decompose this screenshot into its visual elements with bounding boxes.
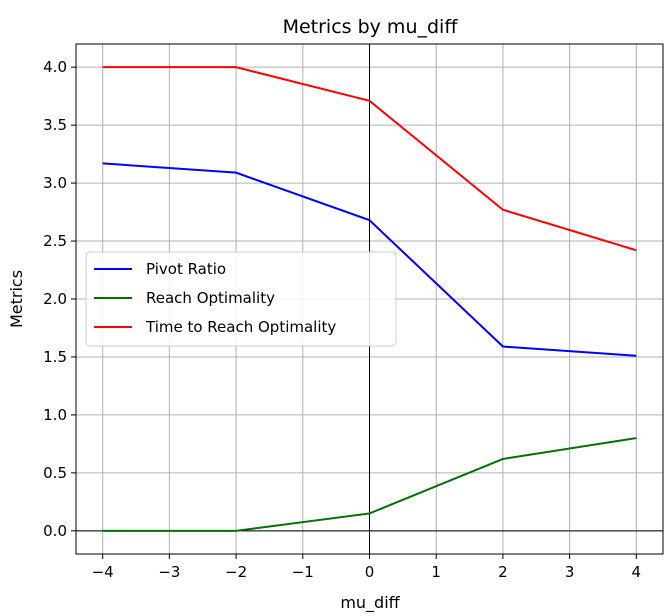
y-tick-label: 4.0 [43, 58, 67, 76]
x-tick-label: 0 [365, 563, 375, 581]
legend-box [85, 251, 397, 347]
series-line-2 [102, 437, 637, 532]
x-axis-label: mu_diff [340, 593, 400, 613]
y-tick-label: 1.5 [43, 348, 67, 366]
x-tick-label: −3 [158, 563, 180, 581]
y-tick-label: 2.5 [43, 232, 67, 250]
y-tick-label: 1.0 [43, 406, 67, 424]
y-axis-label: Metrics [7, 270, 26, 328]
y-tick-label: 0.0 [43, 522, 67, 540]
x-tick-label: 4 [632, 563, 642, 581]
y-tick-label: 3.0 [43, 174, 67, 192]
legend: Pivot Ratio Reach Optimality Time to Reach… [85, 251, 397, 347]
x-tick-label: 2 [498, 563, 508, 581]
chart-title: Metrics by mu_diff [283, 16, 459, 38]
legend-label-1: Pivot Ratio [146, 260, 226, 278]
x-tick-label: 1 [431, 563, 441, 581]
series-line-1 [102, 162, 637, 357]
y-tick-label: 3.5 [43, 116, 67, 134]
series-lines [102, 66, 637, 532]
y-tick-label: 0.5 [43, 464, 67, 482]
x-tick-label: −1 [292, 563, 314, 581]
legend-label-3: Time to Reach Optimality [145, 318, 336, 336]
y-tick-label: 2.0 [43, 290, 67, 308]
x-tick-label: −4 [92, 563, 114, 581]
y-axis-ticks: 0.0 0.5 1.0 1.5 2.0 2.5 3.0 3.5 4.0 [43, 58, 76, 540]
series-line-3 [102, 66, 637, 252]
legend-label-2: Reach Optimality [146, 289, 275, 307]
x-tick-label: 3 [565, 563, 575, 581]
x-axis-ticks: −4 −3 −2 −1 0 1 2 3 4 [92, 554, 641, 581]
x-tick-label: −2 [225, 563, 247, 581]
